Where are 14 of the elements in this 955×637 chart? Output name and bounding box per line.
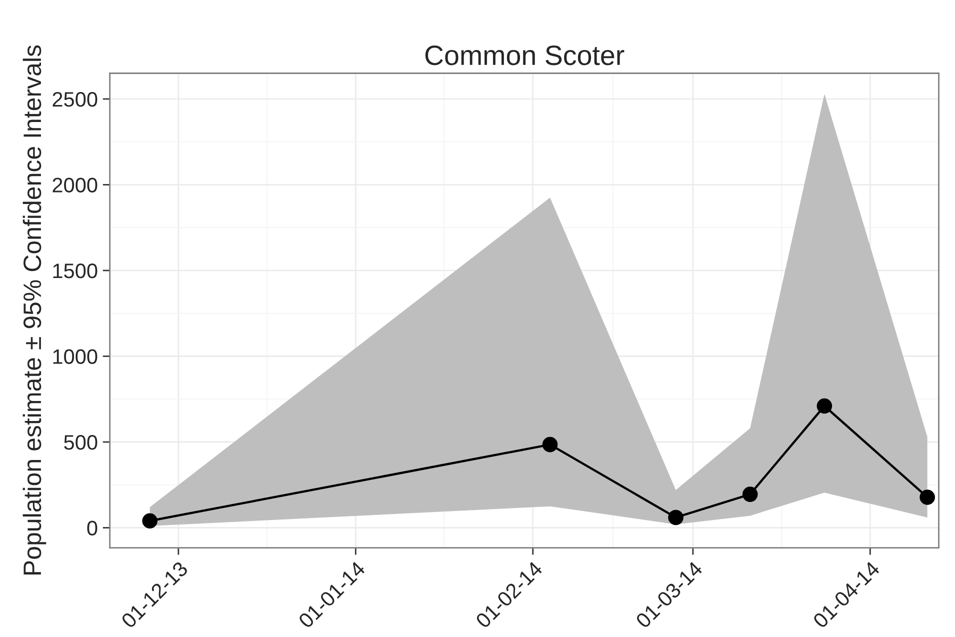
y-tick-label: 0 xyxy=(87,520,98,536)
point xyxy=(816,398,832,414)
y-tick-label: 500 xyxy=(64,435,98,450)
y-tick-label: 1000 xyxy=(53,349,98,364)
y-tick-label: 2000 xyxy=(52,178,98,192)
point xyxy=(920,490,935,505)
point xyxy=(542,436,558,452)
y-tick-label: 2500 xyxy=(52,92,98,107)
point xyxy=(142,513,158,529)
y-axis-title: Population estimate ± 95% Confidence Intervals xyxy=(22,45,46,575)
y-tick-label: 1500 xyxy=(53,263,98,278)
point xyxy=(668,510,684,526)
chart-title: Common Scoter xyxy=(425,46,624,66)
point xyxy=(742,486,758,502)
